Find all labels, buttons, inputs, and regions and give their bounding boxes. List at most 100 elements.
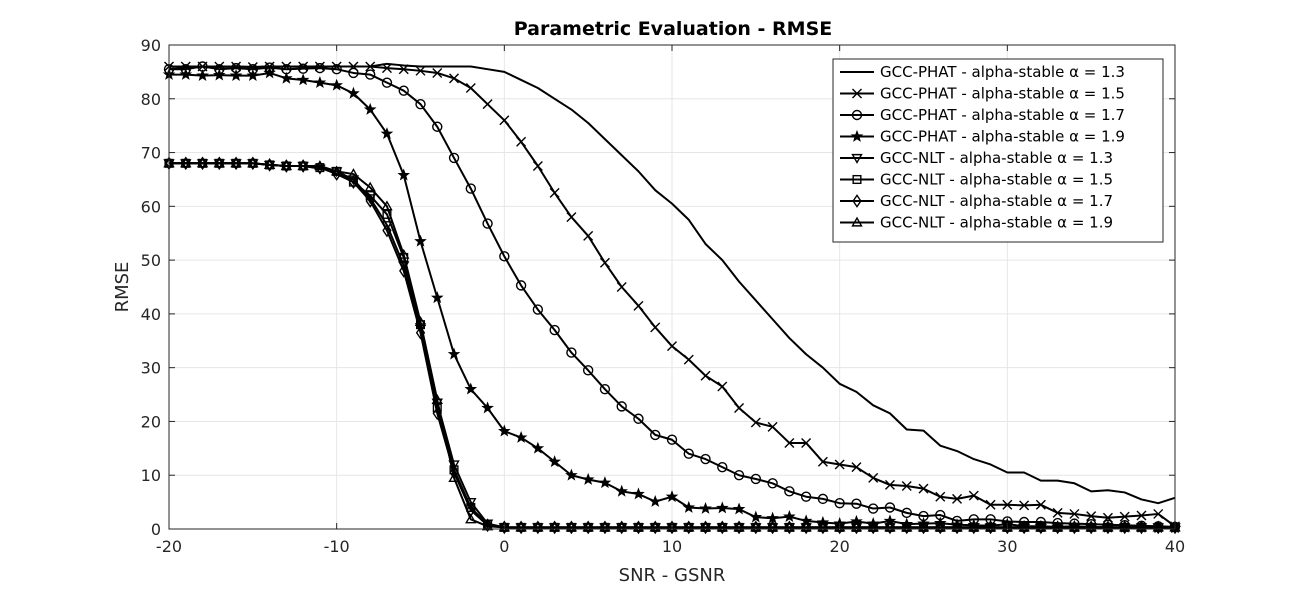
x-marker-stroke <box>1069 508 1080 519</box>
data-point <box>532 521 544 532</box>
data-point <box>314 62 326 74</box>
data-point <box>465 83 476 94</box>
data-point <box>449 73 460 84</box>
x-marker-stroke <box>817 456 828 467</box>
legend: GCC-PHAT - alpha-stable α = 1.3 GCC-PHAT … <box>832 58 1164 243</box>
data-point <box>833 521 846 532</box>
x-marker-stroke <box>516 136 527 147</box>
data-point <box>868 472 879 483</box>
data-point <box>365 69 376 80</box>
data-point <box>901 480 912 491</box>
data-point <box>1170 520 1180 535</box>
data-point <box>615 484 628 497</box>
x-tick-label: -20 <box>156 537 182 556</box>
x-marker-stroke <box>432 67 443 78</box>
data-point <box>348 175 359 190</box>
data-point <box>398 85 409 96</box>
data-point <box>566 347 577 358</box>
data-point <box>683 448 694 459</box>
triangle-up-marker <box>851 216 863 227</box>
legend-item: GCC-PHAT - alpha-stable α = 1.7 <box>840 106 1125 124</box>
data-point <box>365 61 376 72</box>
legend-label: GCC-NLT - alpha-stable α = 1.5 <box>880 171 1113 189</box>
data-point <box>750 417 761 428</box>
y-tick-label: 80 <box>141 90 161 109</box>
data-point <box>734 403 745 413</box>
data-point <box>499 251 510 262</box>
data-point <box>650 520 660 535</box>
data-point <box>632 487 645 500</box>
data-point <box>784 520 795 535</box>
data-point <box>330 165 343 176</box>
data-point <box>499 520 510 535</box>
x-marker-stroke <box>700 370 711 381</box>
x-marker-stroke <box>532 161 543 171</box>
data-point <box>296 73 310 86</box>
data-point <box>650 429 661 441</box>
data-point <box>566 212 577 223</box>
x-marker-stroke <box>616 282 627 292</box>
data-point <box>481 520 494 531</box>
x-marker-stroke <box>499 115 510 126</box>
x-marker-stroke <box>1035 499 1046 510</box>
data-point <box>247 157 259 168</box>
data-point <box>280 71 293 84</box>
data-point <box>683 521 695 532</box>
data-point <box>683 354 694 365</box>
y-axis-label: RMSE <box>112 262 133 313</box>
x-marker-stroke <box>868 472 879 483</box>
data-point <box>1068 521 1081 532</box>
data-point <box>430 291 444 304</box>
x-marker-stroke <box>549 187 560 198</box>
legend-item: GCC-PHAT - alpha-stable α = 1.5 <box>840 85 1125 103</box>
x-marker-stroke <box>1052 507 1063 518</box>
data-point <box>817 456 828 467</box>
data-point <box>666 521 678 532</box>
data-point <box>1119 511 1130 522</box>
x-marker-stroke <box>1002 499 1013 510</box>
data-point <box>800 521 812 532</box>
data-point <box>297 160 309 171</box>
data-point <box>1052 520 1063 535</box>
data-point <box>985 520 996 535</box>
data-point <box>599 257 610 268</box>
x-marker-stroke <box>415 65 426 76</box>
data-point <box>565 468 578 481</box>
data-point <box>633 520 644 535</box>
data-point <box>565 521 578 532</box>
x-tick-label: -10 <box>324 537 350 556</box>
axes: -20 -10 0 10 20 30 40 0 10 20 30 40 50 60 70 80 90 <box>141 36 1186 556</box>
x-marker-stroke <box>851 462 862 473</box>
data-point <box>465 513 477 524</box>
data-point <box>331 63 342 75</box>
data-point <box>566 520 577 535</box>
data-point <box>766 511 779 524</box>
data-point <box>482 218 493 229</box>
data-point <box>851 462 862 473</box>
square-marker <box>852 174 862 185</box>
data-point <box>348 67 359 79</box>
data-point <box>313 76 327 88</box>
data-point <box>432 121 443 132</box>
data-point <box>716 521 729 532</box>
data-point <box>649 521 661 532</box>
data-point <box>801 437 812 448</box>
data-point <box>1103 520 1113 535</box>
data-point <box>431 394 443 405</box>
x-marker-stroke <box>1086 511 1097 522</box>
legend-item: GCC-NLT - alpha-stable α = 1.7 <box>840 192 1113 210</box>
data-point <box>884 479 895 490</box>
data-point <box>934 521 946 532</box>
data-point <box>665 490 679 503</box>
y-tick-label: 70 <box>141 144 161 163</box>
y-tick-label: 0 <box>151 520 161 539</box>
data-point <box>1035 521 1047 532</box>
x-marker-stroke <box>767 421 778 432</box>
data-point <box>549 187 560 198</box>
data-point <box>1018 521 1030 532</box>
data-point <box>481 401 494 414</box>
data-point <box>749 510 763 523</box>
data-point <box>263 159 276 169</box>
data-point <box>717 461 728 473</box>
x-marker-stroke <box>583 230 594 241</box>
